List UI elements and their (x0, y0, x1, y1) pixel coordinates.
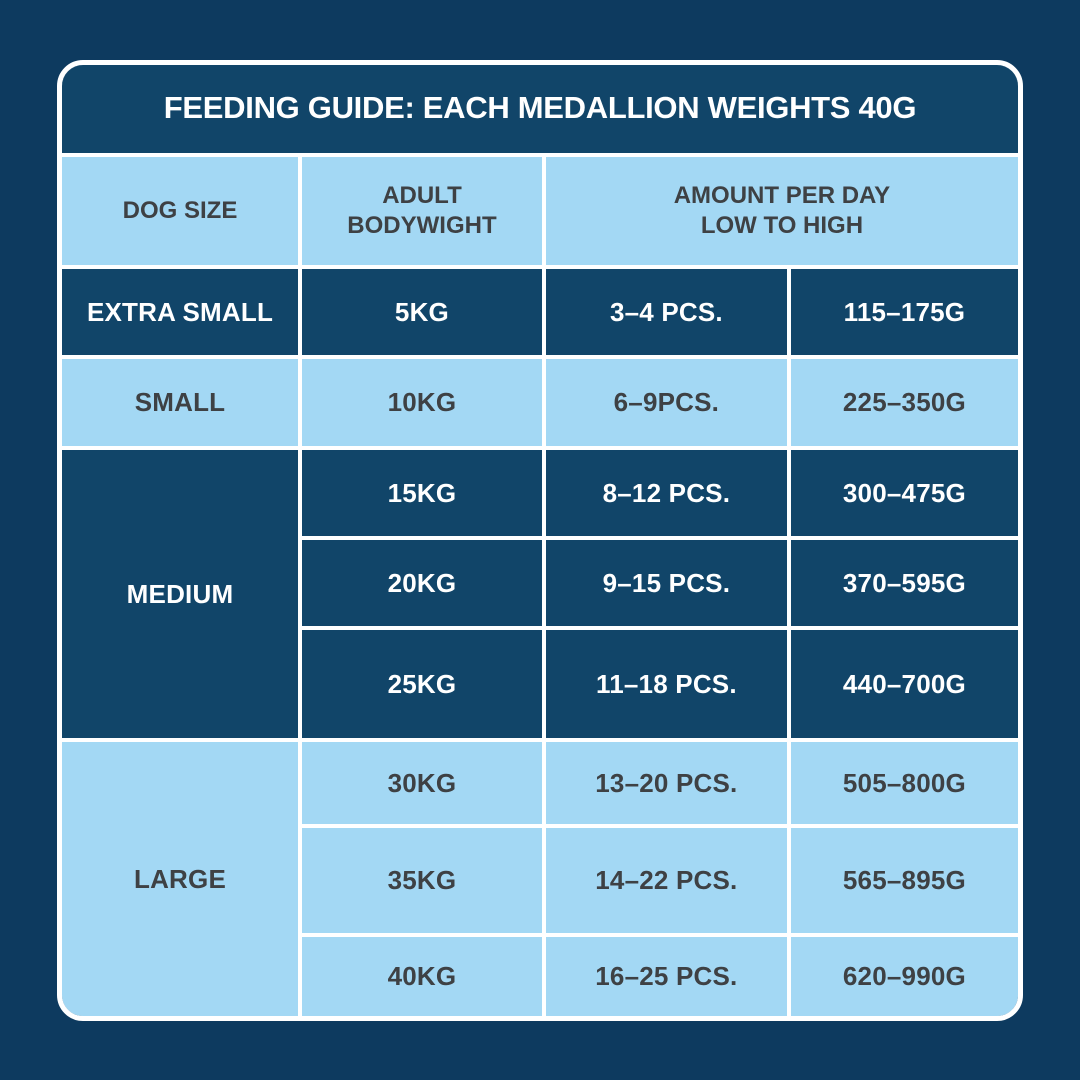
pcs-per-day-cell: 9–15 PCS. (545, 540, 787, 626)
pcs-per-day-cell: 8–12 PCS. (545, 450, 787, 537)
dog-size-cell: EXTRA SMALL (62, 269, 298, 355)
pcs-per-day-cell: 13–20 PCS. (545, 742, 787, 825)
grams-per-day-cell: 300–475G (790, 450, 1018, 537)
grams-per-day-cell: 115–175G (790, 269, 1018, 355)
feeding-guide-table: FEEDING GUIDE: EACH MEDALLION WEIGHTS 40… (57, 60, 1023, 1021)
bodyweight-cell: 10KG (302, 358, 542, 447)
grams-per-day-cell: 620–990G (790, 936, 1018, 1016)
column-header-dog-size: DOG SIZE (62, 156, 298, 266)
bodyweight-cell: 40KG (302, 936, 542, 1016)
grams-per-day-cell: 370–595G (790, 540, 1018, 626)
pcs-per-day-cell: 14–22 PCS. (545, 828, 787, 933)
grams-per-day-cell: 565–895G (790, 828, 1018, 933)
pcs-per-day-cell: 11–18 PCS. (545, 629, 787, 739)
table-title: FEEDING GUIDE: EACH MEDALLION WEIGHTS 40… (62, 65, 1018, 153)
bodyweight-cell: 35KG (302, 828, 542, 933)
pcs-per-day-cell: 3–4 PCS. (545, 269, 787, 355)
bodyweight-cell: 15KG (302, 450, 542, 537)
dog-size-cell: SMALL (62, 358, 298, 447)
grams-per-day-cell: 225–350G (790, 358, 1018, 447)
bodyweight-cell: 25KG (302, 629, 542, 739)
dog-size-cell: MEDIUM (62, 450, 298, 739)
column-header-amount-per-day: AMOUNT PER DAY LOW TO HIGH (545, 156, 1018, 266)
bodyweight-cell: 30KG (302, 742, 542, 825)
dog-size-cell: LARGE (62, 742, 298, 1016)
bodyweight-cell: 5KG (302, 269, 542, 355)
table-grid: FEEDING GUIDE: EACH MEDALLION WEIGHTS 40… (62, 65, 1018, 1016)
pcs-per-day-cell: 16–25 PCS. (545, 936, 787, 1016)
grams-per-day-cell: 505–800G (790, 742, 1018, 825)
grams-per-day-cell: 440–700G (790, 629, 1018, 739)
pcs-per-day-cell: 6–9PCS. (545, 358, 787, 447)
bodyweight-cell: 20KG (302, 540, 542, 626)
column-header-bodyweight: ADULT BODYWIGHT (302, 156, 542, 266)
